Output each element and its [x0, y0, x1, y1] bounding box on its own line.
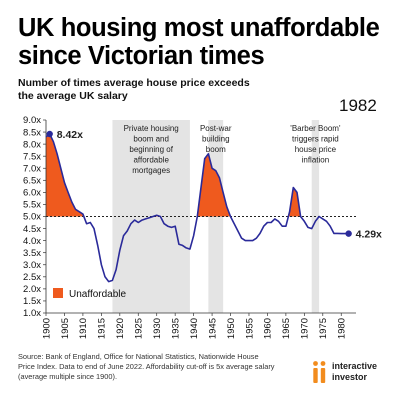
y-tick-label: 4.0x [23, 236, 41, 247]
y-tick-label: 1.5x [23, 296, 41, 307]
subtitle-line-1: Number of times average house price exce… [18, 77, 250, 89]
period-label-1-line-3: beginning of [129, 145, 173, 154]
subtitle-line-2: the average UK salary [18, 90, 128, 102]
brand-line-1: interactive [332, 361, 378, 371]
brand-name: interactive investor [332, 361, 377, 382]
period-label-2-line-3: boom [206, 145, 226, 154]
unaffordable-areas [46, 134, 301, 217]
period-label-3-line-2: triggers rapid [292, 135, 339, 144]
x-tick-label: 1975 [318, 318, 329, 339]
y-tick-label: 6.0x [23, 188, 41, 199]
annotation-dot-1 [46, 130, 53, 138]
y-tick-label: 5.5x [23, 200, 41, 211]
title-line-1: UK housing most unaffordable [18, 14, 380, 42]
x-tick-label: 1945 [207, 318, 218, 339]
x-tick-label: 1980 [337, 318, 348, 339]
y-tick-label: 9.0x [23, 115, 41, 126]
x-tick-label: 1905 [60, 318, 71, 339]
year-stamp: 1982 [339, 96, 377, 115]
period-label-2-line-2: building [202, 135, 230, 144]
brand-mark-icon [313, 361, 326, 383]
source-line-2: Price Index. Data to end of June 2022. A… [18, 362, 275, 371]
period-label-2-line-1: Post-war [200, 124, 232, 133]
annotations: 8.42x 4.29x [46, 129, 382, 241]
annotation-label-1: 8.42x [57, 129, 83, 141]
x-tick-label: 1950 [226, 318, 237, 339]
y-tick-label: 2.5x [23, 272, 41, 283]
x-tick-label: 1915 [97, 318, 108, 339]
x-tick-label: 1960 [263, 318, 274, 339]
period-label-1-line-5: mortgages [132, 166, 170, 175]
period-label-1-line-4: affordable [133, 156, 169, 165]
unaffordable-area-4 [288, 187, 301, 217]
y-tick-label: 8.5x [23, 127, 41, 138]
x-tick-label: 1910 [78, 318, 89, 339]
x-tick-label: 1940 [189, 318, 200, 339]
source-line-3: (average multiple since 1900). [18, 372, 118, 381]
y-tick-label: 1.0x [23, 308, 41, 319]
chart-title: UK housing most unaffordable since Victo… [18, 14, 388, 70]
y-tick-label: 7.5x [23, 151, 41, 162]
y-axis-ticks: 1.0x1.5x2.0x2.5x3.0x3.5x4.0x4.5x5.0x5.5x… [23, 115, 46, 319]
y-tick-label: 3.5x [23, 248, 41, 259]
y-tick-label: 7.0x [23, 163, 41, 174]
period-label-3-line-3: house price [295, 145, 337, 154]
annotation-label-2: 4.29x [356, 229, 382, 241]
annotation-dot-2 [345, 230, 352, 237]
brand-line-2: investor [332, 371, 368, 382]
title-line-2: since Victorian times [18, 42, 265, 70]
y-tick-label: 4.5x [23, 224, 41, 235]
legend: Unaffordable [53, 288, 127, 300]
chart-subtitle: Number of times average house price exce… [18, 77, 338, 103]
brand-logo: interactive investor [312, 358, 396, 388]
series-line [45, 133, 349, 283]
legend-swatch [53, 288, 63, 298]
unaffordable-area-3 [197, 153, 231, 217]
y-tick-label: 8.0x [23, 139, 41, 150]
y-tick-label: 2.0x [23, 284, 41, 295]
x-tick-label: 1925 [134, 318, 145, 339]
y-tick-label: 3.0x [23, 260, 41, 271]
x-tick-label: 1900 [41, 318, 52, 339]
x-tick-label: 1920 [115, 318, 126, 339]
period-label-1-line-1: Private housing [124, 124, 179, 133]
x-tick-label: 1955 [244, 318, 255, 339]
legend-label: Unaffordable [69, 289, 127, 300]
x-tick-label: 1930 [152, 318, 163, 339]
x-axis-ticks: 1900 1905 1910 1915 1920 1925 1930 1935 1940 1945… [41, 313, 348, 339]
source-note: Source: Bank of England, Office for Nati… [18, 352, 303, 382]
y-tick-label: 5.0x [23, 212, 41, 223]
source-line-1: Source: Bank of England, Office for Nati… [18, 352, 259, 361]
period-label-3-line-1: 'Barber Boom' [290, 124, 341, 133]
x-tick-label: 1935 [170, 318, 181, 339]
x-tick-label: 1970 [300, 318, 311, 339]
x-tick-label: 1965 [281, 318, 292, 339]
period-label-1-line-2: boom and [133, 135, 169, 144]
period-label-3-line-4: inflation [302, 156, 330, 165]
unaffordable-area-1 [46, 134, 84, 217]
y-tick-label: 6.5x [23, 176, 41, 187]
